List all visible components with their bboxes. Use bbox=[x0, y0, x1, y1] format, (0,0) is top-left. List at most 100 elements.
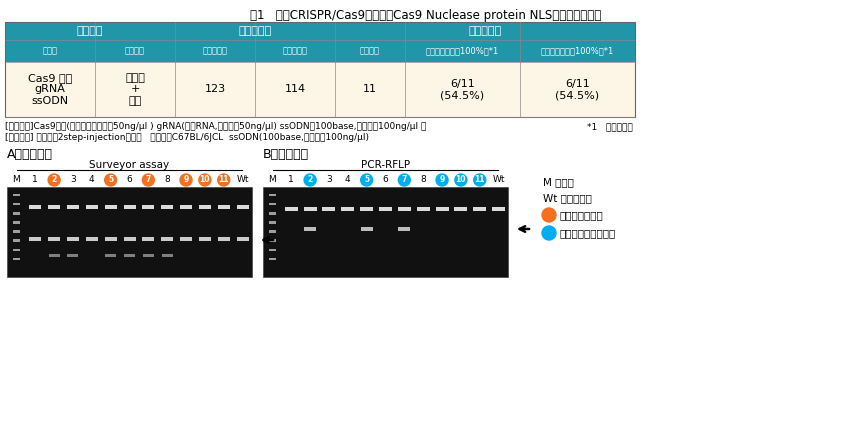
Text: Cas9 蛋白
gRNA
ssODN: Cas9 蛋白 gRNA ssODN bbox=[28, 73, 72, 106]
Circle shape bbox=[542, 208, 556, 222]
Bar bbox=[5, 40, 95, 62]
Circle shape bbox=[180, 174, 192, 186]
Text: 5: 5 bbox=[364, 176, 369, 184]
Bar bbox=[180, 205, 192, 209]
Text: 6: 6 bbox=[383, 176, 389, 184]
Bar bbox=[360, 227, 372, 231]
Bar bbox=[5, 22, 175, 40]
Bar bbox=[218, 205, 230, 209]
Circle shape bbox=[399, 174, 411, 186]
Bar bbox=[49, 253, 60, 256]
Text: 4: 4 bbox=[345, 176, 351, 184]
Bar bbox=[269, 221, 276, 224]
Bar bbox=[13, 249, 20, 251]
Bar bbox=[520, 62, 635, 117]
Bar bbox=[218, 237, 230, 241]
Circle shape bbox=[542, 226, 556, 240]
Text: 注入受精卵: 注入受精卵 bbox=[239, 26, 272, 36]
Bar bbox=[175, 40, 255, 62]
Bar bbox=[86, 205, 98, 209]
Text: 产子的结果: 产子的结果 bbox=[469, 26, 502, 36]
Text: 11: 11 bbox=[363, 85, 377, 94]
Bar bbox=[405, 40, 520, 62]
Bar bbox=[29, 237, 41, 241]
Bar bbox=[379, 207, 392, 211]
Circle shape bbox=[304, 174, 316, 186]
Text: 基因敲除只数（100%）*1: 基因敲除只数（100%）*1 bbox=[426, 46, 499, 56]
Bar bbox=[105, 237, 117, 241]
Text: 11: 11 bbox=[218, 176, 229, 184]
Text: 7: 7 bbox=[146, 176, 151, 184]
Bar bbox=[454, 207, 468, 211]
Bar bbox=[322, 207, 336, 211]
Text: 5: 5 bbox=[108, 176, 113, 184]
Bar bbox=[13, 240, 20, 242]
Text: ：变异后补老鼠: ：变异后补老鼠 bbox=[560, 210, 604, 220]
Circle shape bbox=[218, 174, 230, 186]
Bar bbox=[269, 212, 276, 215]
Bar bbox=[285, 207, 297, 211]
Bar bbox=[13, 203, 20, 205]
Text: 11: 11 bbox=[475, 176, 485, 184]
Bar bbox=[105, 205, 117, 209]
Text: 6/11
(54.5%): 6/11 (54.5%) bbox=[556, 79, 600, 100]
Text: 1: 1 bbox=[288, 176, 294, 184]
Circle shape bbox=[199, 174, 211, 186]
Circle shape bbox=[48, 174, 60, 186]
Text: ：基因嵌入后补老鼠: ：基因嵌入后补老鼠 bbox=[560, 228, 616, 238]
Bar bbox=[5, 62, 95, 117]
Text: PCR-RFLP: PCR-RFLP bbox=[361, 160, 410, 170]
Text: 123: 123 bbox=[204, 85, 226, 94]
Circle shape bbox=[436, 174, 448, 186]
Bar bbox=[399, 227, 411, 231]
Text: 10: 10 bbox=[199, 176, 210, 184]
Text: Surveyor assay: Surveyor assay bbox=[89, 160, 170, 170]
Text: M ：标记: M ：标记 bbox=[543, 177, 574, 187]
Text: 10: 10 bbox=[456, 176, 466, 184]
Text: Wt: Wt bbox=[236, 176, 249, 184]
Bar bbox=[67, 253, 78, 256]
Bar bbox=[237, 205, 249, 209]
Text: 注入场所: 注入场所 bbox=[125, 46, 145, 56]
Circle shape bbox=[474, 174, 486, 186]
Bar bbox=[269, 258, 276, 260]
Text: B）基因嵌入: B）基因嵌入 bbox=[263, 148, 309, 161]
Bar bbox=[162, 253, 173, 256]
Bar bbox=[269, 203, 276, 205]
Bar bbox=[255, 40, 335, 62]
Bar bbox=[105, 253, 116, 256]
Text: [注入溶液]Cas9蛋白(本产品，最终浓度50ng/μl ) gRNA(单链RNA,最终浓度50ng/μl) ssODN（100base,最终浓度100ng/μ: [注入溶液]Cas9蛋白(本产品，最终浓度50ng/μl ) gRNA(单链RN… bbox=[5, 122, 426, 131]
Bar bbox=[255, 62, 335, 117]
Bar bbox=[199, 205, 211, 209]
Text: 细胞质
+
前核: 细胞质 + 前核 bbox=[125, 73, 145, 106]
Bar bbox=[435, 207, 448, 211]
Bar bbox=[161, 237, 173, 241]
Bar bbox=[473, 207, 486, 211]
Bar bbox=[335, 22, 635, 40]
Bar bbox=[398, 207, 411, 211]
Bar bbox=[142, 205, 154, 209]
Text: 总胎儿数: 总胎儿数 bbox=[360, 46, 380, 56]
Bar bbox=[95, 62, 175, 117]
Bar bbox=[342, 207, 354, 211]
Bar bbox=[48, 237, 60, 241]
Text: A）基因敲除: A）基因敲除 bbox=[7, 148, 53, 161]
Text: 注入物: 注入物 bbox=[43, 46, 57, 56]
Text: *1   每总胎儿数: *1 每总胎儿数 bbox=[587, 122, 633, 131]
Bar bbox=[520, 40, 635, 62]
Bar bbox=[124, 237, 135, 241]
Text: 9: 9 bbox=[183, 176, 188, 184]
Bar bbox=[13, 221, 20, 224]
Text: 注入胚胎数: 注入胚胎数 bbox=[203, 46, 227, 56]
Bar bbox=[335, 40, 405, 62]
Text: 8: 8 bbox=[164, 176, 170, 184]
Text: 表1   根据CRISPR/Cas9系统制作Cas9 Nuclease protein NLS的基因变异结果: 表1 根据CRISPR/Cas9系统制作Cas9 Nuclease protei… bbox=[250, 9, 602, 22]
Circle shape bbox=[105, 174, 117, 186]
Text: 4: 4 bbox=[89, 176, 95, 184]
Bar bbox=[269, 240, 276, 242]
Text: 7: 7 bbox=[401, 176, 407, 184]
Bar bbox=[124, 205, 135, 209]
Bar bbox=[180, 237, 192, 241]
Bar bbox=[269, 249, 276, 251]
Text: M: M bbox=[268, 176, 276, 184]
